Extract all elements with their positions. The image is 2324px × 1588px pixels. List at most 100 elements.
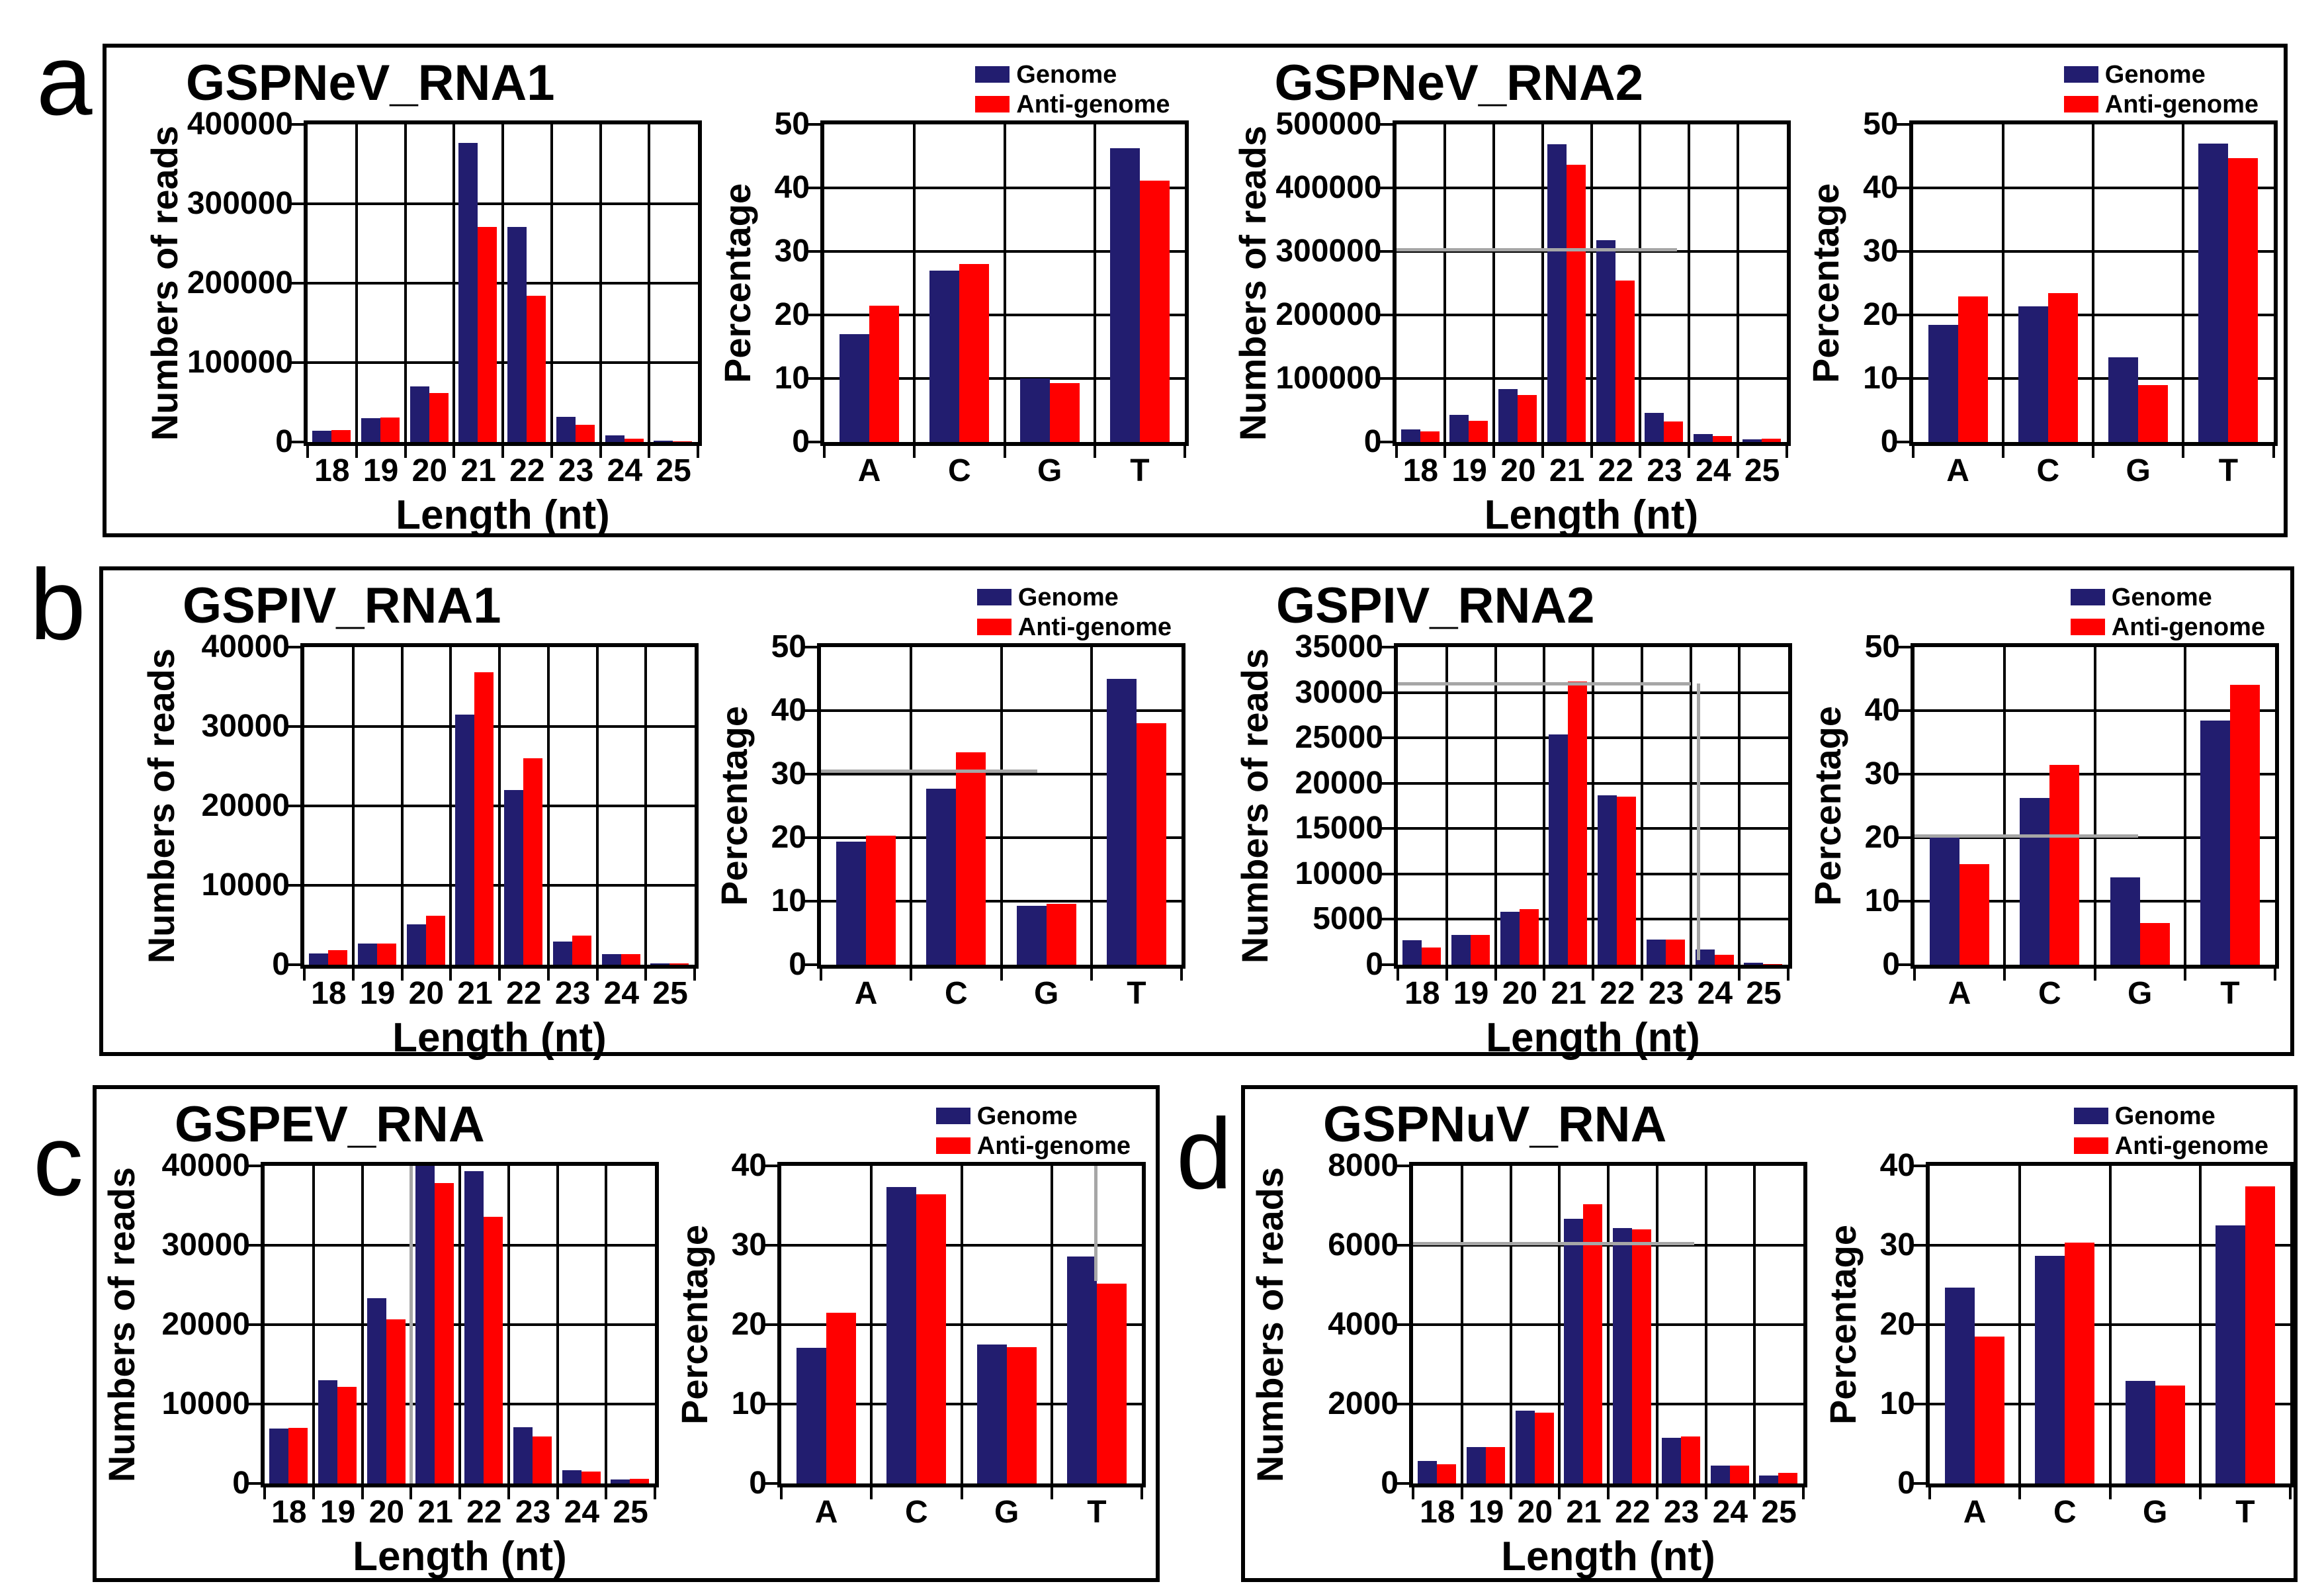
v-gridline	[2108, 1166, 2112, 1483]
x-axis-tick-mark	[2018, 1483, 2022, 1499]
panel-label-b: b	[30, 549, 86, 661]
x-axis-tick-mark	[644, 965, 648, 981]
ytick-label-25000: 25000	[1295, 720, 1383, 756]
bar-genome-19	[361, 418, 380, 442]
x-axis-tick-mark	[1000, 965, 1003, 981]
bar-genome-20	[409, 386, 429, 442]
x-axis-tick-mark	[2272, 442, 2275, 458]
group-gspnev-rna2: GSPNeV_RNA2 Genome Anti-genome Numbers of r…	[1195, 48, 2284, 536]
x-axis-tick-mark	[1640, 965, 1643, 981]
ytick-label-30: 30	[774, 234, 810, 269]
bar-antigenome-C	[2049, 764, 2080, 965]
y-axis-tick-mark	[286, 646, 300, 648]
bar-genome-25	[611, 1479, 630, 1483]
legend-item-antigenome: Anti-genome	[2073, 1131, 2268, 1161]
x-axis-tick-mark	[1785, 442, 1788, 458]
xtick-label-25: 25	[652, 976, 688, 1011]
ytick-label-35000: 35000	[1295, 629, 1383, 664]
chart-gspnuv_rna_pct: Percentage 0 10 20 30 40 A C G T	[1821, 1150, 2300, 1579]
gray-artifact-line	[1094, 1166, 1098, 1281]
bar-antigenome-21	[1583, 1204, 1603, 1483]
x-axis-title-gspnev_rna2_reads: Length (nt)	[1484, 492, 1699, 538]
y-axis-tick-mark	[286, 963, 300, 966]
v-gridline	[605, 1166, 608, 1483]
y-axis-title-text: Percentage	[1821, 1225, 1864, 1425]
v-gridline	[312, 1166, 315, 1483]
y-axis-tick-mark	[246, 1165, 261, 1167]
legend-label-antigenome: Anti-genome	[2104, 90, 2259, 118]
xtick-label-C: C	[2053, 1495, 2077, 1530]
y-axis-title-text: Numbers of reads	[100, 1167, 142, 1483]
v-gridline	[1590, 124, 1593, 442]
bar-antigenome-23	[1680, 1436, 1700, 1483]
bar-genome-A	[839, 333, 870, 442]
antigenome-swatch-icon	[975, 96, 1010, 112]
bar-genome-T	[1106, 679, 1137, 965]
y-axis-tick-mark	[1911, 1482, 1926, 1485]
y-axis-tick-mark	[246, 1323, 261, 1326]
v-gridline	[2018, 1166, 2022, 1483]
x-axis-title-gspiv_rna1_reads: Length (nt)	[392, 1015, 607, 1061]
legend-item-genome: Genome	[2063, 60, 2259, 89]
ytick-label-6000: 6000	[1328, 1227, 1399, 1262]
x-axis-tick-mark	[556, 1483, 559, 1499]
group-header: GSPIV_RNA2 Genome Anti-genome	[1234, 578, 2288, 642]
xtick-label-A: A	[854, 976, 878, 1011]
group-gspiv-rna1: GSPIV_RNA1 Genome Anti-genome Numbers of re…	[103, 570, 1197, 1059]
ytick-label-300000: 300000	[187, 186, 293, 221]
ytick-label-50: 50	[771, 629, 806, 664]
v-gridline	[1704, 1166, 1707, 1483]
bar-genome-20	[1498, 389, 1518, 442]
v-gridline	[351, 647, 355, 965]
xtick-label-T: T	[1130, 453, 1150, 488]
y-axis-tick-mark	[1894, 441, 1909, 443]
y-axis-tick-mark	[1911, 1403, 1926, 1405]
genome-swatch-icon	[2063, 66, 2098, 83]
y-axis-tick-mark	[1379, 736, 1394, 740]
bar-genome-19	[1449, 414, 1469, 442]
x-axis-tick-mark	[910, 965, 913, 981]
x-axis-tick-mark	[1928, 1483, 1931, 1499]
v-gridline	[2182, 124, 2185, 442]
bar-antigenome-20	[425, 915, 445, 965]
x-axis-tick-mark	[2003, 965, 2006, 981]
v-gridline	[1688, 124, 1690, 442]
bar-genome-T	[2198, 143, 2229, 442]
v-gridline	[1607, 1166, 1610, 1483]
ytick-label-0: 0	[1381, 1466, 1399, 1501]
chart-gspiv_rna2_reads: Numbers of reads 0 5000 10000 15000 20000 2500…	[1234, 631, 1797, 1060]
chart-gspnev_rna2_reads: Numbers of reads 0 100000 200000 300000 40000…	[1232, 109, 1796, 538]
plot-area-gspiv_rna1_reads	[286, 643, 699, 981]
y-axis-tick-mark	[763, 1244, 777, 1247]
y-axis-title-gspiv_rna1_pct: Percentage	[713, 643, 755, 969]
bar-antigenome-G	[1006, 1346, 1037, 1483]
bar-antigenome-25	[1763, 963, 1783, 965]
bar-genome-T	[2215, 1225, 2245, 1483]
xtick-label-A: A	[814, 1495, 838, 1530]
bar-genome-C	[929, 270, 960, 442]
x-axis-tick-mark	[1395, 442, 1398, 458]
plot-area-gspnuv_rna_pct	[1911, 1162, 2294, 1499]
panel-c-box: GSPEV_RNA Genome Anti-genome Numbers of rea…	[93, 1085, 1160, 1582]
x-axis-tick-mark	[1445, 965, 1448, 981]
xtick-label-G: G	[2142, 1495, 2168, 1530]
ytick-label-0: 0	[1365, 947, 1383, 982]
plot-area-gspiv_rna1_pct	[802, 643, 1185, 981]
xtick-label-18: 18	[311, 976, 347, 1011]
v-gridline	[1541, 124, 1544, 442]
v-gridline	[2183, 647, 2186, 965]
y-axis-title-gspev_rna_pct: Percentage	[673, 1162, 715, 1487]
x-axis-tick-mark	[913, 442, 916, 458]
xtick-label-22: 22	[509, 453, 545, 488]
bar-antigenome-21	[478, 226, 497, 442]
bar-antigenome-19	[1469, 421, 1488, 442]
y-axis-title-gspnev_rna2_reads: Numbers of reads	[1232, 120, 1273, 446]
bar-antigenome-23	[575, 424, 595, 442]
legend-item-antigenome: Anti-genome	[975, 89, 1170, 119]
ytick-label-50: 50	[1864, 629, 1900, 664]
y-axis-tick-mark	[1379, 963, 1394, 966]
v-gridline	[1494, 647, 1497, 965]
xtick-label-T: T	[2218, 453, 2239, 488]
ytick-label-0: 0	[1882, 947, 1900, 982]
genome-swatch-icon	[2073, 1108, 2108, 1124]
